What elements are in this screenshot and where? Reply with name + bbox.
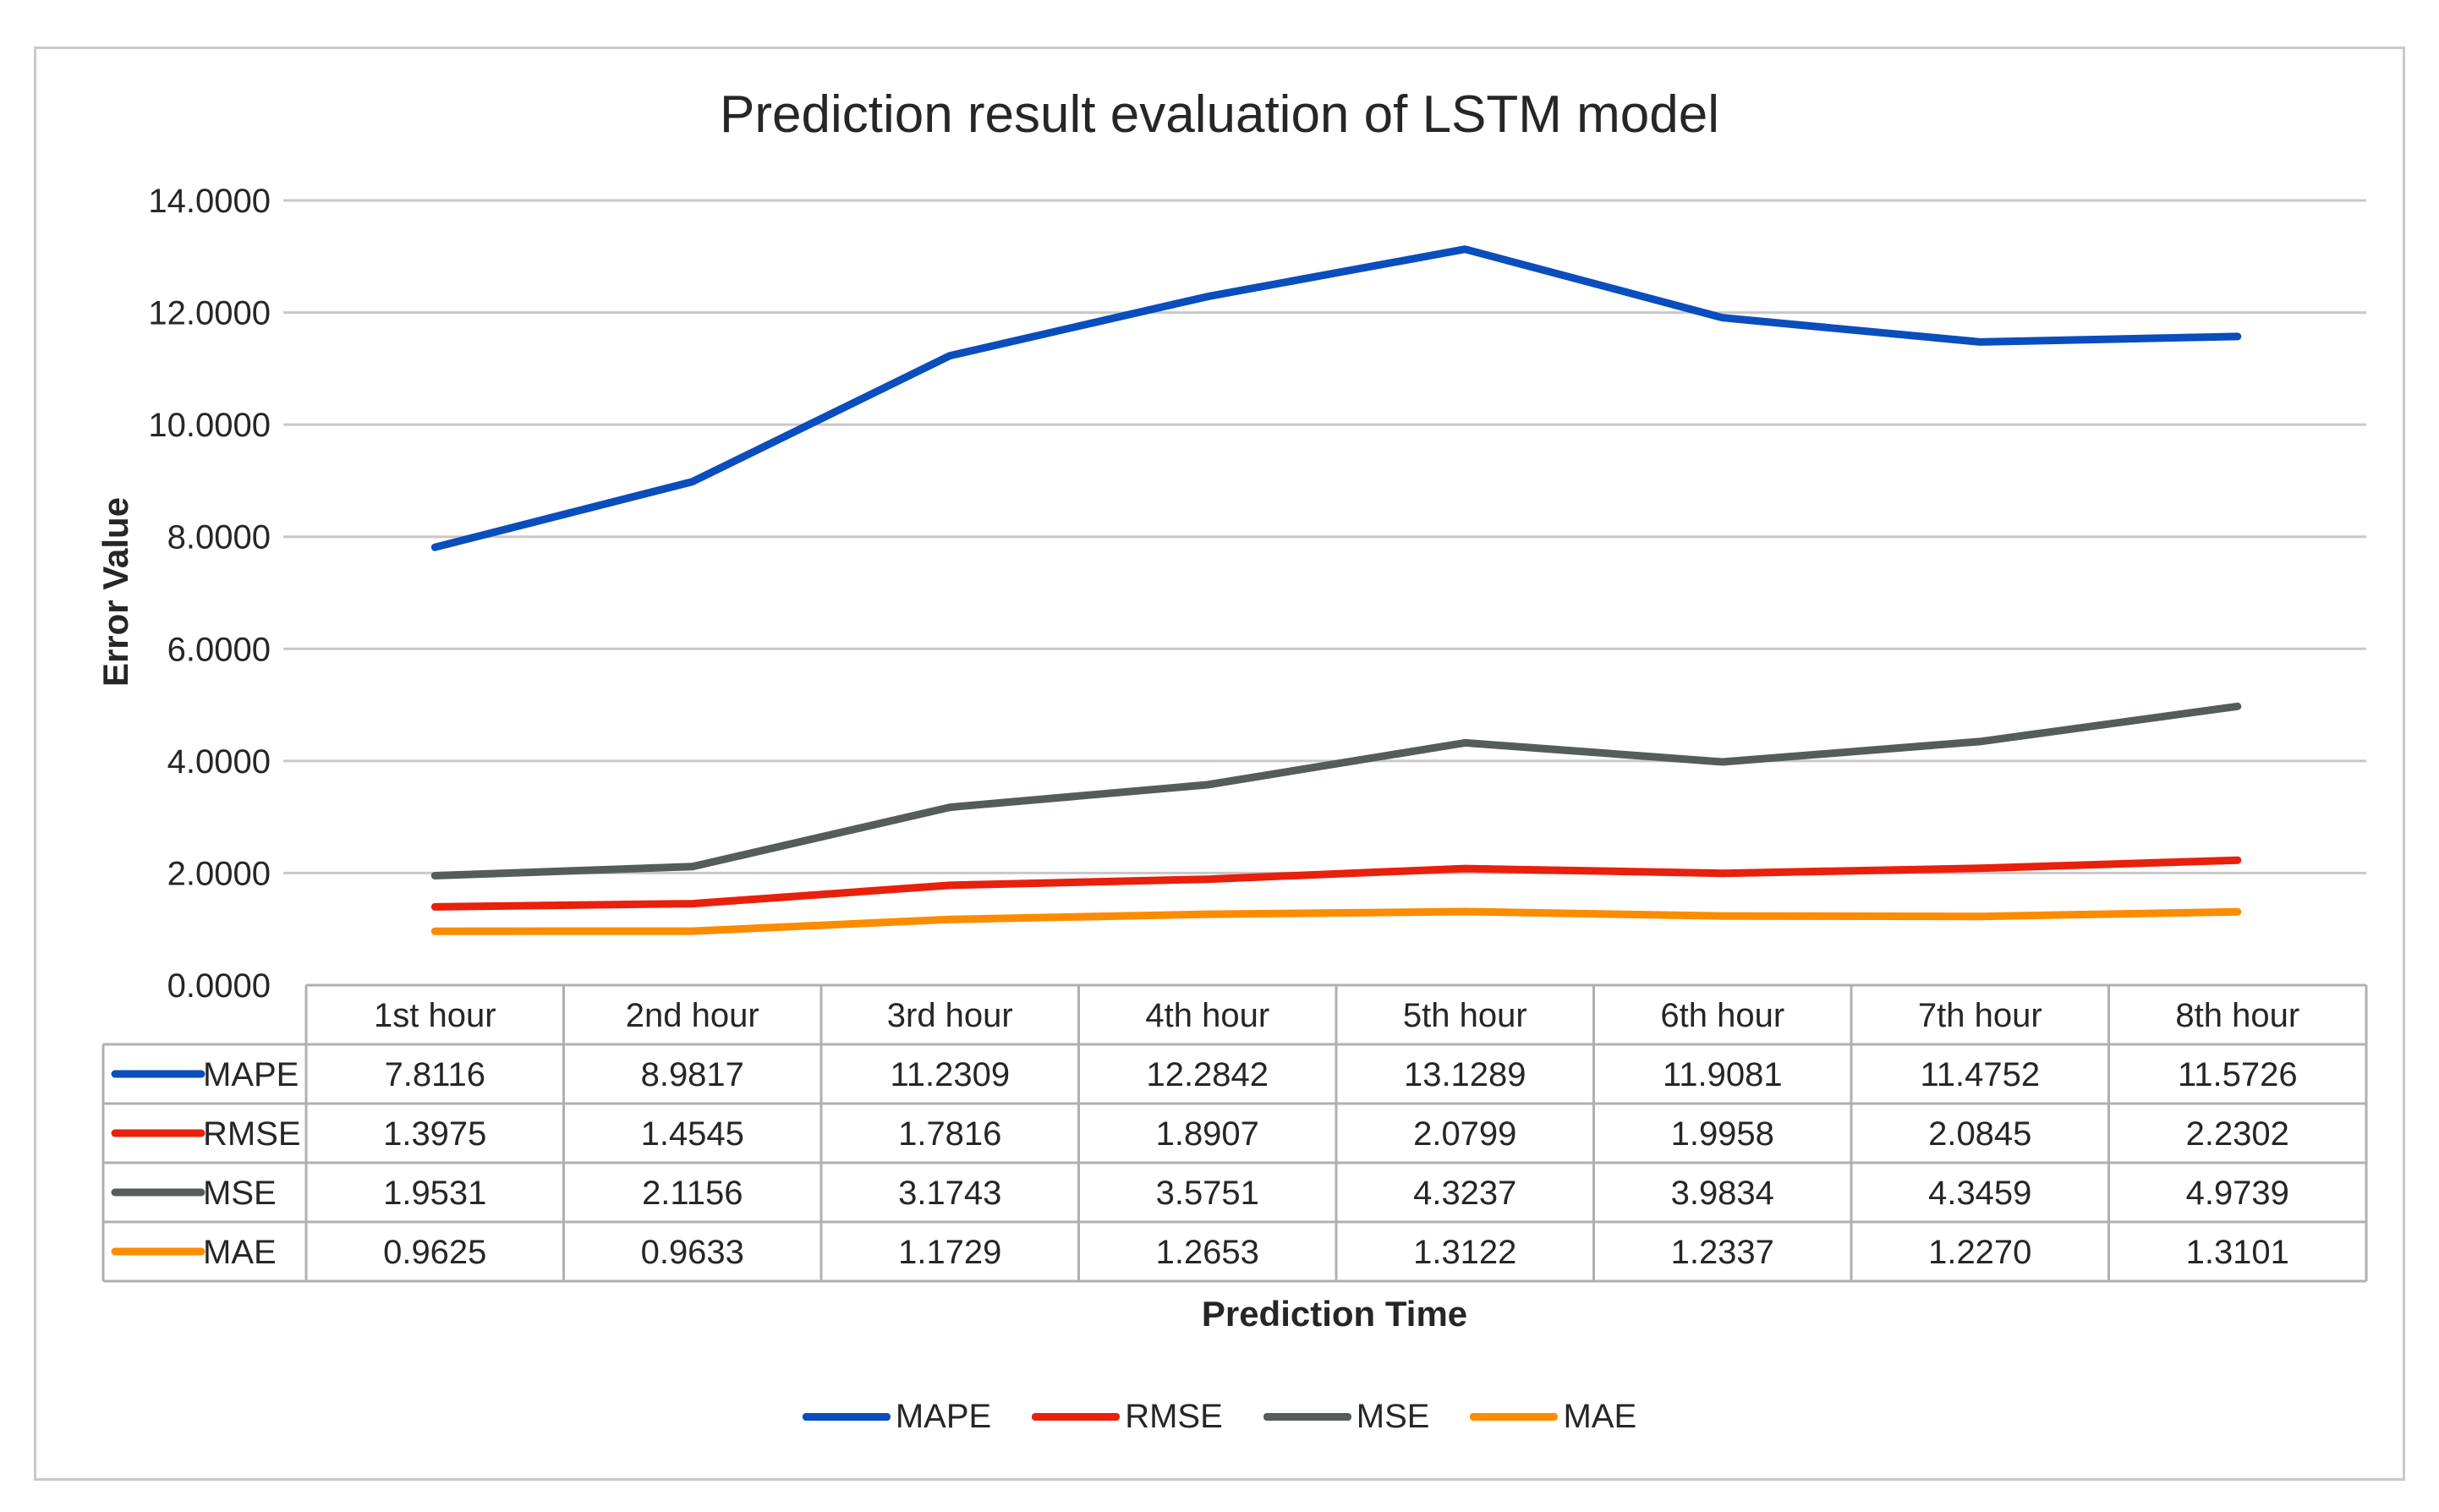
legend-swatch bbox=[1263, 1413, 1351, 1421]
data-label: 4.3459 bbox=[1928, 1175, 2031, 1212]
legend-swatch bbox=[1032, 1413, 1121, 1421]
data-label: 1.2337 bbox=[1671, 1234, 1774, 1271]
chart-title: Prediction result evaluation of LSTM mod… bbox=[719, 85, 1720, 144]
legend-label: MSE bbox=[1356, 1398, 1430, 1435]
data-label: 3.9834 bbox=[1671, 1175, 1774, 1212]
legend-swatch bbox=[802, 1413, 891, 1421]
data-label: 12.2842 bbox=[1146, 1056, 1269, 1093]
y-tick-label: 12.0000 bbox=[148, 295, 271, 332]
data-label: 0.9625 bbox=[383, 1234, 486, 1271]
y-tick-label: 4.0000 bbox=[167, 743, 271, 781]
data-label: 1.4545 bbox=[641, 1115, 744, 1153]
x-category-label: 5th hour bbox=[1403, 997, 1527, 1034]
data-label: 8.9817 bbox=[641, 1056, 744, 1093]
legend-swatch bbox=[1470, 1413, 1559, 1421]
table-series-name: MSE bbox=[203, 1175, 277, 1212]
data-label: 11.9081 bbox=[1663, 1056, 1783, 1093]
x-category-label: 2nd hour bbox=[626, 997, 759, 1034]
x-category-label: 8th hour bbox=[2175, 997, 2299, 1034]
data-label: 2.0799 bbox=[1413, 1115, 1516, 1153]
data-label: 0.9633 bbox=[641, 1234, 744, 1271]
data-label: 2.1156 bbox=[642, 1175, 743, 1212]
legend-label: MAE bbox=[1563, 1398, 1637, 1435]
data-label: 1.1729 bbox=[898, 1234, 1001, 1271]
data-label: 1.8907 bbox=[1156, 1115, 1259, 1153]
y-tick-label: 2.0000 bbox=[167, 855, 271, 892]
legend: MAPE RMSE MSE MAE bbox=[0, 1398, 2439, 1436]
x-category-label: 7th hour bbox=[1918, 997, 2042, 1034]
series-line-mae bbox=[430, 907, 2242, 935]
x-category-label: 1st hour bbox=[374, 997, 496, 1034]
data-label: 1.9531 bbox=[383, 1175, 486, 1212]
data-label: 1.2653 bbox=[1156, 1234, 1259, 1271]
data-label: 1.3975 bbox=[383, 1115, 486, 1153]
data-label: 2.2302 bbox=[2186, 1115, 2289, 1153]
series-line-mape bbox=[430, 245, 2242, 551]
table-series-name: RMSE bbox=[203, 1115, 301, 1153]
data-label: 4.3237 bbox=[1413, 1175, 1516, 1212]
legend-label: RMSE bbox=[1125, 1398, 1223, 1435]
x-axis-label: Prediction Time bbox=[1201, 1294, 1468, 1334]
data-label: 13.1289 bbox=[1404, 1056, 1526, 1093]
x-category-label: 6th hour bbox=[1660, 997, 1784, 1034]
x-category-label: 4th hour bbox=[1145, 997, 1269, 1034]
y-tick-label: 6.0000 bbox=[167, 631, 271, 668]
legend-item-mse: MSE bbox=[1263, 1398, 1430, 1436]
legend-item-mape: MAPE bbox=[802, 1398, 992, 1436]
series-line-mse bbox=[430, 702, 2242, 879]
data-label: 4.9739 bbox=[2186, 1175, 2289, 1212]
data-label: 1.9958 bbox=[1671, 1115, 1774, 1153]
series-line-rmse bbox=[430, 856, 2242, 911]
data-label: 1.3122 bbox=[1413, 1234, 1516, 1271]
data-label: 11.5726 bbox=[2178, 1056, 2298, 1093]
data-label: 1.7816 bbox=[898, 1115, 1001, 1153]
data-label: 3.5751 bbox=[1156, 1175, 1259, 1212]
data-label: 7.8116 bbox=[385, 1056, 485, 1093]
y-tick-label: 14.0000 bbox=[148, 183, 271, 220]
table-series-name: MAE bbox=[203, 1234, 277, 1271]
data-label: 11.4752 bbox=[1920, 1056, 2040, 1093]
data-label: 11.2309 bbox=[890, 1056, 1010, 1093]
table-series-name: MAPE bbox=[203, 1056, 299, 1093]
y-tick-label: 8.0000 bbox=[167, 519, 271, 556]
data-label: 1.2270 bbox=[1928, 1234, 2031, 1271]
legend-item-rmse: RMSE bbox=[1032, 1398, 1223, 1436]
data-label: 1.3101 bbox=[2186, 1234, 2289, 1271]
data-label: 2.0845 bbox=[1928, 1115, 2031, 1153]
legend-label: MAPE bbox=[895, 1398, 992, 1435]
data-label: 3.1743 bbox=[898, 1175, 1001, 1212]
x-category-label: 3rd hour bbox=[887, 997, 1013, 1034]
y-tick-label: 0.0000 bbox=[167, 967, 271, 1005]
legend-item-mae: MAE bbox=[1470, 1398, 1636, 1436]
y-tick-label: 10.0000 bbox=[148, 407, 271, 444]
chart-frame bbox=[34, 47, 2405, 1481]
